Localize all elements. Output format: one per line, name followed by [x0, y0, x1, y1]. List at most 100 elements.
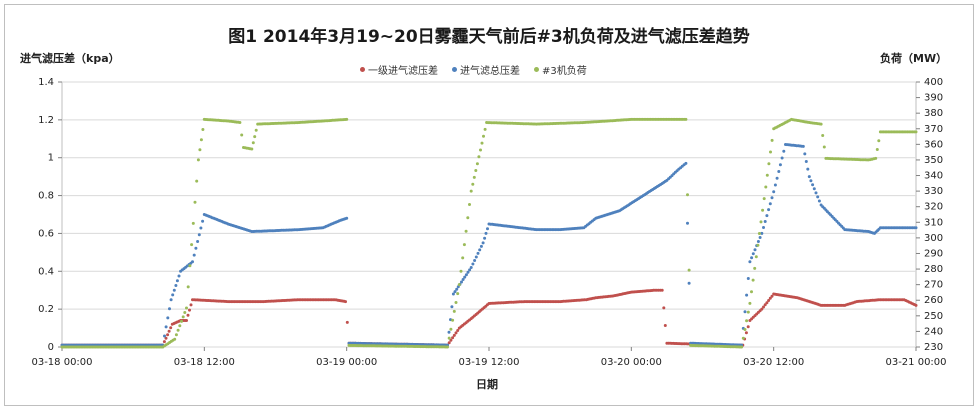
series-2-point	[196, 240, 200, 243]
series-2-point	[763, 220, 767, 223]
series-3-point	[464, 229, 468, 233]
series-3-point	[684, 117, 688, 121]
legend-item-series-3: #3机负荷	[534, 62, 587, 77]
x-tick-label: 03-18 00:00	[31, 357, 92, 368]
chart-legend: 一级进气滤压差 进气滤总压差 #3机负荷	[360, 62, 587, 77]
series-3-point	[250, 147, 254, 151]
x-tick-label: 03-20 00:00	[601, 357, 662, 368]
series-1-point	[167, 329, 171, 333]
series-3-point	[741, 336, 745, 340]
series-3-point	[874, 156, 878, 160]
legend-label-series-2: 进气滤总压差	[460, 66, 520, 77]
series-2-point	[450, 305, 454, 309]
series-3-point	[477, 155, 481, 159]
series-3-point	[188, 264, 192, 268]
series-3-point	[173, 337, 177, 341]
series-3-point	[743, 328, 747, 331]
series-2-point	[760, 231, 764, 235]
series-1-point	[185, 319, 188, 322]
series-2-point	[192, 253, 196, 257]
series-3-point	[201, 128, 205, 131]
series-2-point	[746, 277, 750, 280]
x-tick-label: 03-20 12:00	[743, 357, 804, 368]
series-2-point	[447, 330, 451, 334]
series-1-point	[746, 325, 750, 329]
series-3-point	[190, 243, 194, 247]
series-2-point	[780, 156, 784, 160]
series-2-point	[469, 266, 473, 269]
series-3-point	[253, 135, 257, 139]
series-2-point	[803, 152, 807, 156]
y-right-tick-label: 230	[924, 342, 943, 353]
series-2-point	[175, 279, 179, 283]
series-3-point	[687, 268, 691, 272]
series-3-point	[195, 179, 199, 183]
series-2-point	[460, 280, 463, 284]
y-left-tick-label: 0.8	[38, 191, 54, 202]
series-3-point	[461, 256, 465, 260]
x-tick-label: 03-19 12:00	[458, 357, 519, 368]
y-left-tick-label: 0.6	[38, 228, 54, 239]
y-right-tick-label: 240	[924, 326, 943, 337]
series-2-point	[455, 287, 459, 291]
series-2-point	[345, 216, 349, 220]
series-1-point	[449, 338, 453, 342]
series-2-point	[464, 273, 468, 277]
series-3-point	[456, 292, 460, 296]
series-3-point	[457, 283, 461, 287]
series-1-point	[456, 329, 460, 332]
series-3-point	[914, 130, 918, 134]
legend-marker-series-2	[452, 67, 457, 72]
series-1-point	[345, 320, 349, 324]
series-3-point	[762, 197, 766, 201]
series-3-point	[753, 266, 757, 270]
series-3-point	[757, 232, 761, 235]
series-3-point	[770, 138, 774, 142]
series-2-point	[914, 226, 918, 230]
y-right-tick-label: 290	[924, 248, 943, 259]
series-3-point	[240, 133, 244, 137]
series-2-point	[806, 167, 810, 171]
series-1-point	[663, 324, 667, 327]
series-2-point	[684, 161, 688, 165]
series-3-point	[482, 134, 485, 138]
series-2-point	[811, 183, 815, 187]
series-3-point	[764, 185, 768, 189]
series-3-point	[471, 182, 475, 186]
y-right-tick-label: 350	[924, 155, 943, 166]
y-left-tick-label: 0.4	[38, 266, 54, 277]
series-2-point	[778, 163, 782, 167]
series-1-point	[169, 326, 173, 330]
series-2-point	[172, 288, 176, 292]
series-3-point	[821, 134, 825, 137]
series-2-point	[743, 310, 747, 314]
legend-item-series-1: 一级进气滤压差	[360, 62, 438, 77]
series-2-point	[486, 227, 489, 231]
series-3-point	[181, 315, 185, 319]
series-3-point	[466, 216, 470, 220]
series-2-point	[782, 149, 786, 153]
series-2-point	[817, 199, 821, 203]
series-2-point	[169, 298, 173, 302]
y-right-tick-label: 380	[924, 108, 943, 119]
series-2-point	[478, 248, 482, 252]
series-2-point	[471, 262, 475, 266]
series-3-point	[474, 169, 478, 172]
series-2-point	[168, 307, 171, 311]
x-axis-title: 日期	[476, 378, 498, 391]
series-2-point	[773, 183, 777, 187]
series-2-point	[201, 219, 205, 223]
series-2-point	[199, 226, 203, 230]
series-1-point	[662, 306, 666, 310]
series-2-point	[474, 255, 478, 259]
series-2-point	[451, 292, 455, 296]
series-2-point	[171, 293, 175, 297]
series-1-point	[344, 300, 347, 304]
series-2-point	[804, 160, 808, 163]
series-1-point	[760, 307, 764, 311]
series-3-point	[196, 158, 200, 162]
series-2-point	[768, 202, 772, 206]
series-3-point	[447, 336, 451, 340]
series-3-point	[174, 333, 178, 337]
